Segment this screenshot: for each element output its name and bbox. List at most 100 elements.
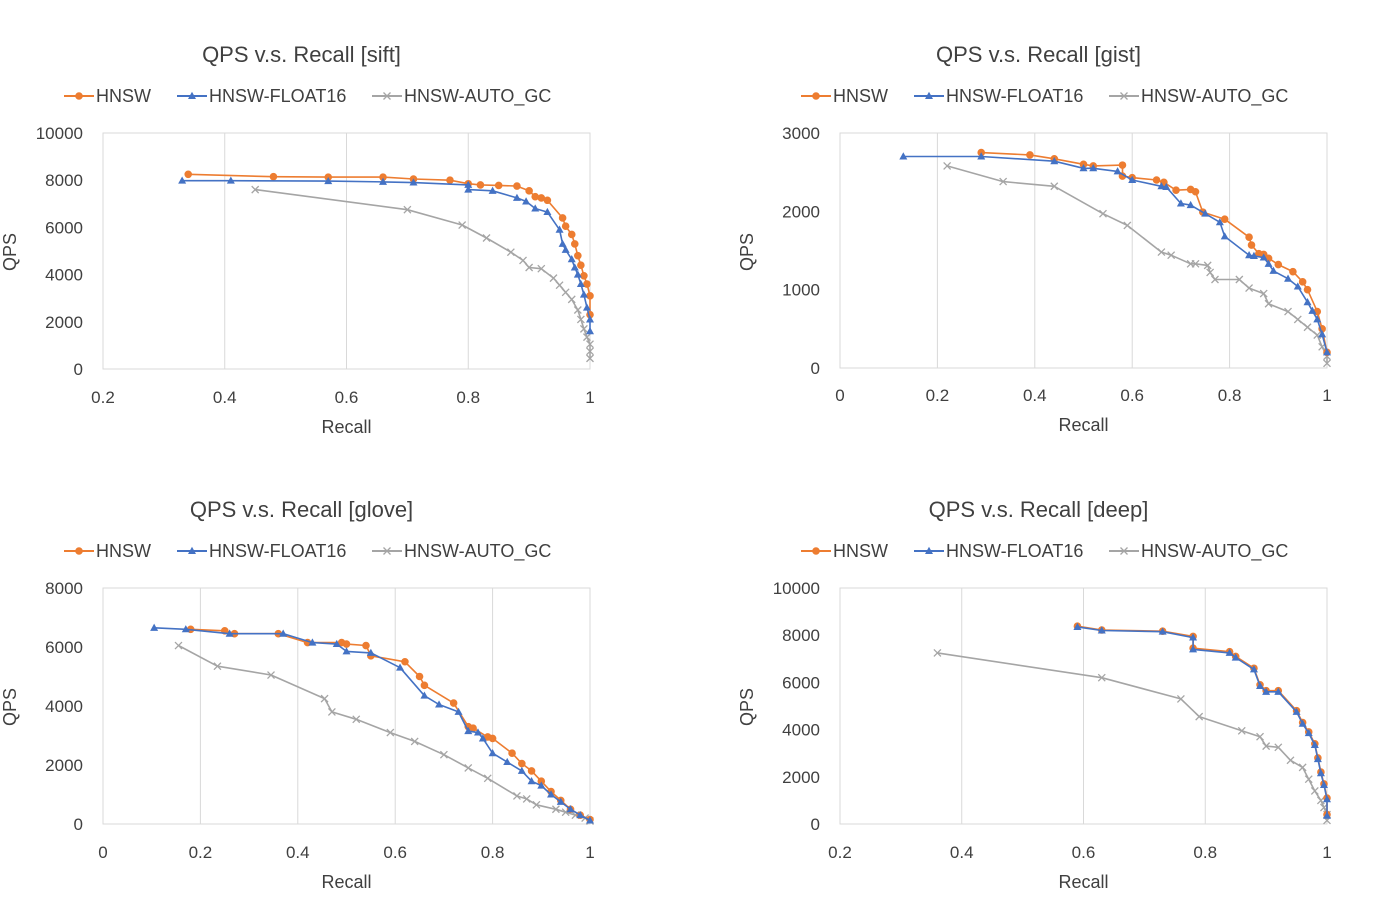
- y-tick-label: 6000: [45, 638, 83, 657]
- chart-svg: QPS v.s. Recall [sift] HNSW HNSW-FLOAT16 HN…: [0, 42, 595, 437]
- data-point: [1318, 330, 1327, 338]
- data-point: [531, 192, 540, 201]
- data-point: [1189, 633, 1198, 641]
- data-point: [1128, 175, 1137, 183]
- legend-item: HNSW-FLOAT16: [914, 86, 1083, 106]
- y-tick-label: 3000: [782, 124, 820, 143]
- data-point: [458, 221, 467, 229]
- data-point: [525, 263, 534, 272]
- series-line: [190, 628, 591, 821]
- data-point: [549, 274, 558, 283]
- data-point: [1274, 743, 1283, 752]
- data-point: [494, 181, 503, 190]
- data-point: [555, 281, 564, 290]
- data-point: [420, 681, 429, 690]
- data-point: [1274, 260, 1283, 269]
- data-point: [1157, 248, 1166, 257]
- legend-marker: [75, 92, 83, 100]
- data-point: [1245, 233, 1253, 241]
- data-point: [1079, 164, 1088, 172]
- data-point: [226, 176, 235, 184]
- data-point: [1215, 218, 1224, 226]
- data-point: [150, 623, 159, 631]
- y-tick-label: 4000: [45, 697, 83, 716]
- data-point: [476, 181, 485, 189]
- series-line: [937, 652, 1328, 821]
- data-point: [582, 303, 591, 311]
- data-point: [1303, 285, 1312, 294]
- legend-marker: [812, 92, 820, 100]
- data-point: [1310, 740, 1319, 748]
- data-point: [537, 781, 546, 789]
- legend-label: HNSW-AUTO_GC: [404, 86, 551, 107]
- data-point: [1259, 253, 1268, 261]
- data-point: [184, 170, 193, 179]
- data-point: [1089, 164, 1098, 172]
- data-point: [561, 245, 570, 253]
- data-point: [174, 641, 183, 650]
- data-point: [1289, 267, 1297, 276]
- data-point: [1316, 769, 1325, 777]
- series-line: [1077, 626, 1328, 816]
- data-point: [1284, 307, 1292, 316]
- data-point: [1247, 241, 1256, 249]
- legend-marker: [812, 547, 820, 555]
- data-point: [1264, 259, 1273, 267]
- data-point: [933, 648, 942, 657]
- legend-marker: [383, 92, 391, 100]
- x-tick-label: 0.4: [286, 843, 310, 862]
- data-point: [1262, 687, 1271, 695]
- data-point: [1293, 282, 1302, 290]
- data-point: [308, 638, 317, 646]
- data-point: [1167, 251, 1176, 260]
- data-point: [576, 279, 585, 288]
- data-point: [362, 641, 370, 650]
- data-point: [519, 256, 527, 265]
- chart-title: QPS v.s. Recall [glove]: [190, 497, 413, 522]
- data-point: [543, 196, 552, 205]
- data-point: [1050, 157, 1059, 165]
- legend-item: HNSW: [64, 541, 151, 561]
- data-point: [366, 648, 375, 656]
- legend-label: HNSW: [833, 541, 888, 561]
- data-point: [251, 185, 260, 194]
- data-point: [556, 797, 565, 805]
- data-point: [558, 239, 567, 247]
- data-point: [551, 805, 560, 814]
- data-point: [1256, 681, 1265, 689]
- chart-gist: QPS v.s. Recall [gist] HNSW HNSW-FLOAT16 HN…: [690, 0, 1380, 455]
- series-line: [255, 188, 591, 359]
- x-tick-label: 0.2: [926, 386, 950, 405]
- data-point: [1237, 726, 1246, 735]
- legend-label: HNSW-FLOAT16: [209, 541, 346, 561]
- series-hnsw-auto-gc: [933, 648, 1331, 825]
- data-point: [570, 240, 579, 248]
- legend-marker: [925, 546, 933, 554]
- data-point: [1259, 289, 1268, 298]
- data-point: [899, 152, 908, 160]
- data-point: [1323, 359, 1331, 368]
- data-point: [1189, 645, 1198, 653]
- data-point: [320, 694, 329, 703]
- data-point: [1256, 732, 1264, 741]
- data-point: [1313, 315, 1322, 323]
- chart-title: QPS v.s. Recall [deep]: [929, 497, 1149, 522]
- data-point: [586, 292, 594, 300]
- plot-area: [839, 587, 1328, 825]
- legend-item: HNSW: [801, 86, 888, 106]
- data-point: [1269, 266, 1278, 274]
- data-point: [473, 728, 482, 736]
- data-point: [1274, 687, 1283, 695]
- data-point: [512, 792, 521, 800]
- data-point: [1304, 775, 1313, 784]
- data-point: [558, 214, 567, 222]
- data-point: [269, 172, 278, 181]
- data-point: [178, 176, 187, 184]
- data-point: [469, 724, 477, 732]
- chart-title: QPS v.s. Recall [sift]: [202, 42, 401, 67]
- data-point: [586, 327, 594, 335]
- data-point: [1176, 694, 1185, 703]
- data-point: [386, 728, 395, 737]
- data-point: [464, 180, 473, 188]
- data-point: [999, 177, 1008, 186]
